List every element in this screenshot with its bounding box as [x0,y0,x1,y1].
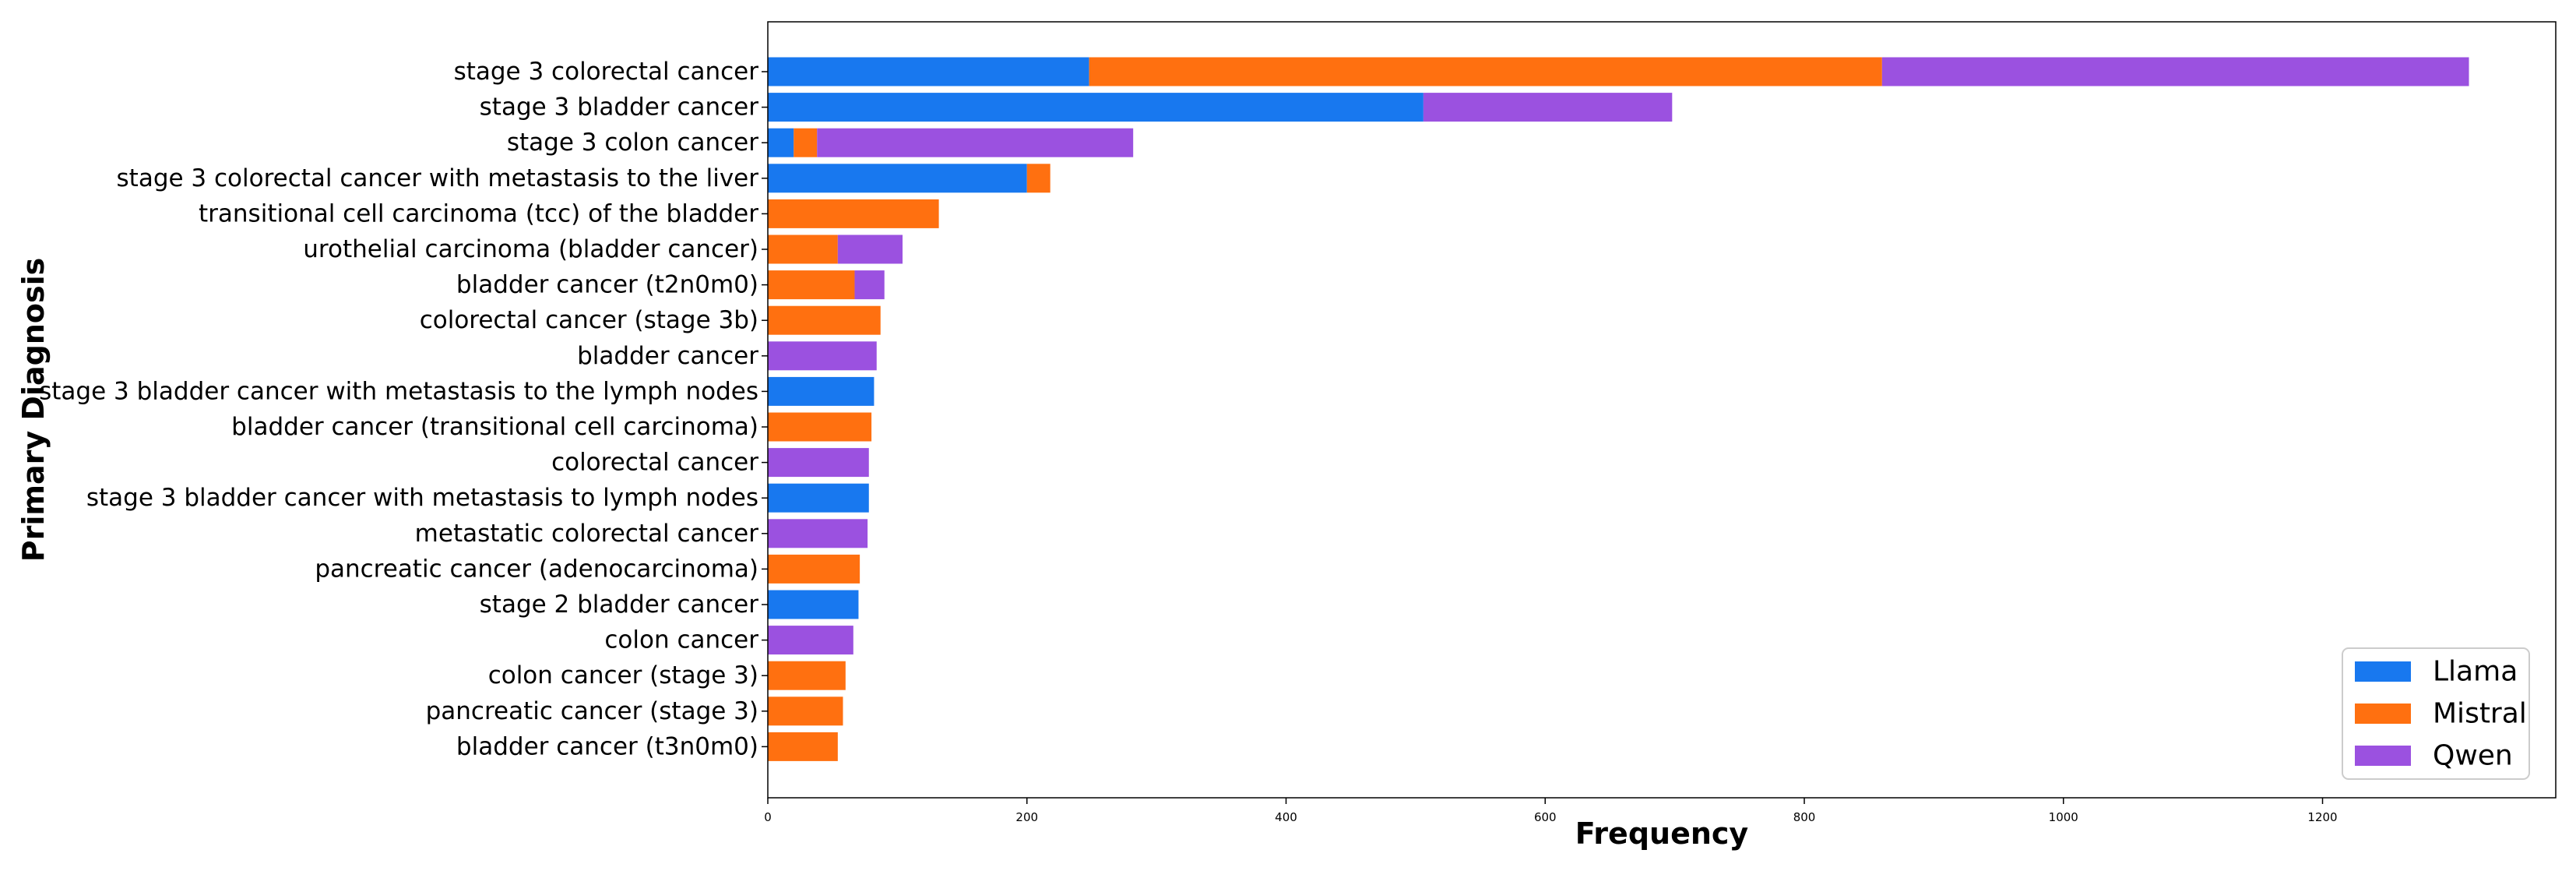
bar-qwen-13 [768,519,868,548]
y-tick-label: stage 3 bladder cancer with metastasis t… [39,377,758,405]
y-tick-label: stage 3 colorectal cancer with metastasi… [117,164,759,192]
bar-qwen-6 [854,270,885,300]
legend-swatch-mistral [2355,704,2411,724]
bar-mistral-4 [768,199,939,228]
bar-llama-9 [768,376,875,406]
y-axis-ticks: stage 3 colorectal cancer stage 3 bladder… [39,58,768,760]
bar-mistral-7 [768,305,881,335]
x-tick-label: 400 [1275,810,1297,824]
bar-llama-3 [768,164,1027,193]
x-tick-label: 800 [1793,810,1816,824]
bar-qwen-11 [768,448,869,478]
bar-llama-2 [768,128,794,157]
bar-mistral-3 [1026,164,1050,193]
y-tick-label: pancreatic cancer (adenocarcinoma) [315,555,758,583]
y-tick-label: bladder cancer (t3n0m0) [456,732,758,760]
y-tick-label: pancreatic cancer (stage 3) [426,697,758,725]
y-tick-label: stage 3 colorectal cancer [454,58,759,86]
y-tick-label: stage 3 bladder cancer [480,93,759,122]
bar-qwen-2 [817,128,1134,157]
x-tick-label: 1000 [2049,810,2078,824]
bar-mistral-0 [1089,57,1882,86]
y-tick-label: colorectal cancer [551,449,758,477]
bar-qwen-8 [768,341,877,371]
y-tick-label: colon cancer [604,626,758,654]
y-tick-label: bladder cancer (t2n0m0) [456,271,758,299]
y-tick-label: stage 3 colon cancer [507,129,758,157]
plot-frame [767,21,2557,799]
bar-llama-0 [768,57,1089,86]
y-tick-label: bladder cancer (transitional cell carcin… [231,413,758,441]
y-tick-label: colorectal cancer (stage 3b) [420,306,758,334]
legend-label-mistral: Mistral [2433,698,2527,730]
y-tick-label: urothelial carcinoma (bladder cancer) [303,235,758,263]
bar-mistral-5 [768,235,838,264]
bar-mistral-10 [768,412,872,442]
bar-llama-1 [768,93,1423,122]
bar-mistral-18 [768,696,843,726]
x-tick-label: 1200 [2307,810,2337,824]
legend-swatch-llama [2355,661,2411,682]
x-tick-label: 0 [764,810,772,824]
x-axis-ticks: 0 200 400 600 800 1000 1200 [764,798,2338,824]
bar-qwen-1 [1423,93,1673,122]
bar-llama-12 [768,483,869,513]
y-tick-label: metastatic colorectal cancer [415,520,759,548]
bar-qwen-5 [837,235,903,264]
legend: Llama Mistral Qwen [2342,647,2530,780]
bars-layer [768,57,2469,761]
y-tick-label: bladder cancer [577,342,758,370]
bar-llama-15 [768,590,859,619]
bar-qwen-0 [1881,57,2469,86]
bar-qwen-16 [768,626,853,655]
y-tick-label: transitional cell carcinoma (tcc) of the… [199,199,758,227]
legend-label-llama: Llama [2433,656,2518,688]
y-axis-title: Primary Diagnosis [16,258,51,562]
x-tick-label: 600 [1534,810,1557,824]
x-tick-label: 200 [1015,810,1038,824]
legend-label-qwen: Qwen [2433,740,2513,772]
y-tick-label: colon cancer (stage 3) [488,661,758,689]
legend-swatch-qwen [2355,746,2411,766]
bar-mistral-2 [794,128,818,157]
bar-mistral-19 [768,732,838,761]
y-tick-label: stage 2 bladder cancer [480,591,759,619]
bar-mistral-14 [768,554,860,584]
y-tick-label: stage 3 bladder cancer with metastasis t… [86,484,758,512]
x-axis-title: Frequency [1575,816,1749,851]
bar-mistral-6 [768,270,855,300]
bar-mistral-17 [768,661,846,690]
